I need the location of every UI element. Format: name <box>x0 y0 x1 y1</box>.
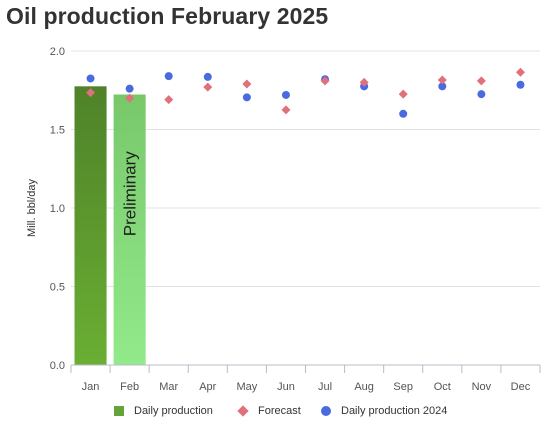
point-2024-apr <box>203 72 212 81</box>
point-2024-nov <box>477 90 486 99</box>
y-tick-label: 2.0 <box>50 46 65 58</box>
point-2024-sep <box>399 109 408 118</box>
x-tick-label: Mar <box>159 381 178 393</box>
y-tick-label: 1.5 <box>50 125 65 137</box>
point-2024-jan <box>86 74 95 83</box>
legend-label: Daily production 2024 <box>341 405 448 417</box>
x-tick-label: Jan <box>82 381 100 393</box>
bar-feb <box>113 94 146 365</box>
x-tick-label: Oct <box>434 381 451 393</box>
point-2024-oct <box>438 82 447 91</box>
point-forecast-sep <box>398 89 408 99</box>
point-2024-dec <box>516 80 525 89</box>
y-tick-label: 0.5 <box>50 282 65 294</box>
bar-jan <box>74 86 107 365</box>
point-forecast-aug <box>359 77 369 87</box>
point-2024-mar <box>164 72 173 81</box>
point-forecast-dec <box>515 67 525 77</box>
x-tick-label: Feb <box>120 381 139 393</box>
legend-item-daily-production-2024[interactable]: Daily production 2024 <box>321 405 447 417</box>
point-forecast-oct <box>437 75 447 85</box>
point-forecast-mar <box>164 95 174 105</box>
legend-swatch-circle <box>321 406 331 416</box>
x-tick-label: Sep <box>393 381 413 393</box>
x-tick-label: Jun <box>277 381 295 393</box>
x-tick-label: Apr <box>199 381 216 393</box>
point-2024-may <box>242 93 251 102</box>
x-tick-label: Aug <box>354 381 374 393</box>
point-forecast-jul <box>320 76 330 86</box>
chart-plot: Preliminary 0.0 0.5 1.0 1.5 2.0 Jan Feb Mar Apr M… <box>26 46 541 393</box>
point-forecast-nov <box>476 76 486 86</box>
y-tick-label: 1.0 <box>50 203 65 215</box>
x-tick-label: Dec <box>511 381 531 393</box>
legend-label: Daily production <box>134 405 213 417</box>
legend-swatch-square <box>114 406 124 416</box>
legend-item-daily-production[interactable]: Daily production <box>114 405 213 417</box>
legend-swatch-diamond <box>237 405 249 417</box>
legend-label: Forecast <box>258 405 301 417</box>
y-axis-label: Mill. bbl/day <box>26 178 38 237</box>
point-forecast-jun <box>281 105 291 115</box>
y-tick-label: 0.0 <box>50 360 65 372</box>
chart-title: Oil production February 2025 <box>6 3 329 29</box>
point-2024-jun <box>281 90 290 99</box>
x-tick-label: May <box>236 381 257 393</box>
x-tick-label: Jul <box>318 381 332 393</box>
point-forecast-feb <box>125 93 135 103</box>
point-forecast-may <box>242 79 252 89</box>
bar-annotation-preliminary: Preliminary <box>121 151 140 237</box>
point-forecast-apr <box>203 82 213 92</box>
point-forecast-jan <box>86 88 96 98</box>
x-tick-label: Nov <box>472 381 492 393</box>
legend-item-forecast[interactable]: Forecast <box>237 405 301 417</box>
point-2024-feb <box>125 84 134 93</box>
legend: Daily production Forecast Daily producti… <box>0 405 555 427</box>
